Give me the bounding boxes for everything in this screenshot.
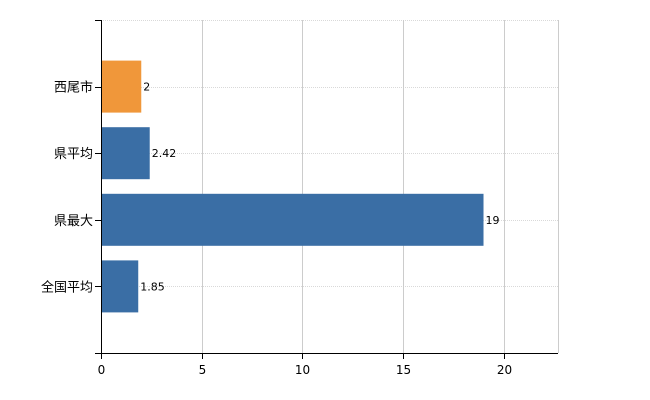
data-label: 1.85: [140, 280, 165, 293]
bar: [102, 260, 139, 313]
bar: [102, 127, 150, 180]
x-tick-label: 0: [98, 363, 106, 377]
x-tick-label: 10: [295, 363, 310, 377]
labels: 西尾市 2 県平均 2.42 県最大 19 全国平均 1.85 0 5 10 15 20: [41, 80, 512, 377]
data-label: 19: [486, 214, 500, 227]
data-label: 2: [143, 81, 150, 94]
category-label: 県最大: [54, 214, 93, 229]
bar: [102, 193, 484, 246]
x-tick-label: 15: [396, 363, 411, 377]
grid-lines: [101, 20, 559, 354]
category-label: 全国平均: [41, 279, 93, 295]
data-label: 2.42: [152, 147, 177, 160]
category-label: 県平均: [54, 147, 93, 162]
category-label: 西尾市: [54, 80, 93, 96]
bars: [102, 60, 484, 313]
bar: [102, 60, 142, 113]
x-tick-label: 5: [199, 363, 207, 377]
x-tick-label: 20: [497, 363, 512, 377]
axes: [95, 20, 558, 359]
